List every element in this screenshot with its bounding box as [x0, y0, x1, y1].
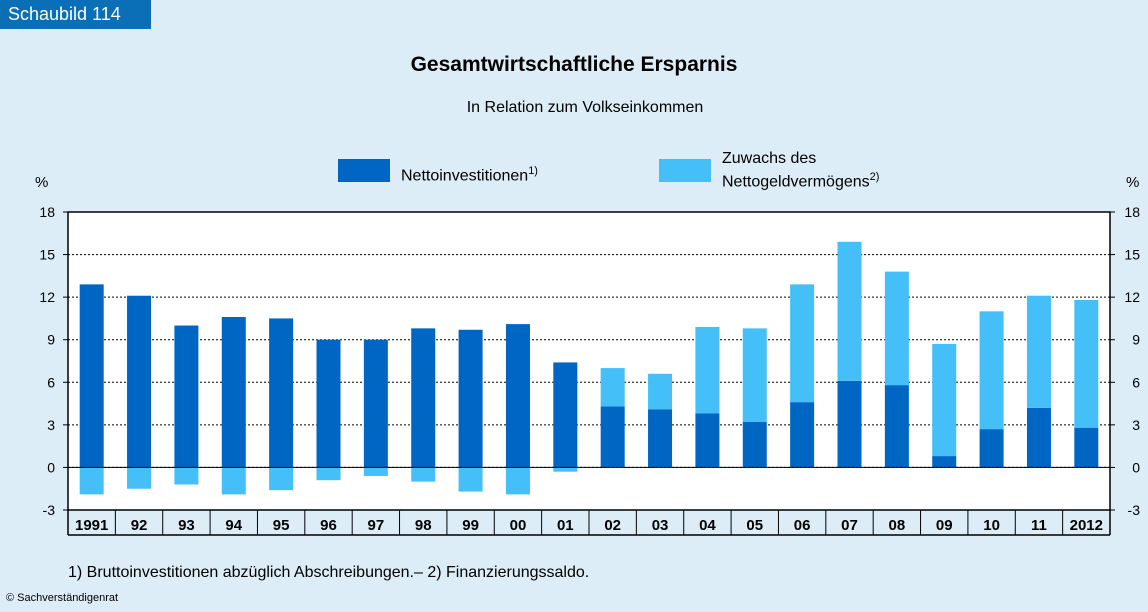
- bar-nettogeldvermoegen: [695, 326, 720, 414]
- bar-nettoinvestitionen: [1074, 427, 1099, 468]
- bar-nettogeldvermoegen: [837, 241, 862, 381]
- bar-nettogeldvermoegen: [316, 467, 341, 481]
- y-tick-label-right: 6: [1132, 374, 1140, 390]
- x-category-label: 08: [889, 517, 906, 534]
- legend-text-1: Nettoinvestitionen: [401, 167, 529, 185]
- x-category-label: 02: [604, 517, 621, 534]
- x-category-label: 05: [746, 517, 763, 534]
- bar-nettogeldvermoegen: [411, 467, 436, 482]
- figure-badge: Schaubild 114: [0, 0, 151, 29]
- x-category-label: 03: [652, 517, 669, 534]
- x-category-label: 11: [1031, 517, 1047, 534]
- bar-nettoinvestitionen: [884, 385, 909, 468]
- legend-text-2a: Zuwachs des: [722, 150, 817, 167]
- y-tick-label-left: 6: [47, 374, 55, 390]
- bar-nettoinvestitionen: [648, 409, 673, 468]
- legend-swatch-nettogeldvermoegen: [659, 159, 711, 182]
- bar-nettoinvestitionen: [742, 422, 767, 468]
- x-category-label: 06: [794, 517, 811, 534]
- bar-nettogeldvermoegen: [884, 271, 909, 386]
- chart-subtitle: In Relation zum Volkseinkommen: [466, 99, 704, 116]
- x-category-label: 01: [557, 517, 574, 534]
- y-tick-label-right: 18: [1124, 204, 1140, 220]
- x-category-label: 93: [178, 517, 195, 534]
- y-tick-label-right: 12: [1124, 289, 1140, 305]
- bar-nettogeldvermoegen: [1074, 299, 1099, 428]
- x-category-label: 00: [510, 517, 527, 534]
- x-category-label: 95: [273, 517, 290, 534]
- bar-nettoinvestitionen: [174, 325, 199, 468]
- legend-label-nettogeldvermoegen: Zuwachs des Nettogeldvermögens2): [722, 150, 879, 191]
- x-category-label: 1991: [75, 517, 108, 534]
- y-tick-label-left: 3: [47, 417, 55, 433]
- x-category-label: 98: [415, 517, 432, 534]
- bar-nettoinvestitionen: [979, 429, 1004, 468]
- bar-nettogeldvermoegen: [221, 467, 246, 495]
- x-category-label: 10: [983, 517, 1000, 534]
- chart-title: Gesamtwirtschaftliche Ersparnis: [410, 53, 738, 76]
- legend-swatch-nettoinvestitionen: [338, 159, 390, 182]
- bar-nettogeldvermoegen: [269, 467, 294, 491]
- bar-nettogeldvermoegen: [174, 467, 199, 485]
- legend-sup-2: 2): [869, 171, 880, 183]
- x-category-label: 94: [225, 517, 242, 534]
- bar-nettogeldvermoegen: [79, 467, 104, 495]
- bar-nettoinvestitionen: [553, 362, 578, 468]
- y-tick-label-right: -3: [1128, 502, 1141, 518]
- legend-text-2b: Nettogeldvermögens: [722, 173, 870, 191]
- bar-nettogeldvermoegen: [742, 328, 767, 423]
- y-tick-label-right: 15: [1124, 247, 1140, 263]
- bar-nettoinvestitionen: [221, 317, 246, 468]
- bar-nettoinvestitionen: [790, 402, 815, 468]
- y-tick-label-right: 9: [1132, 332, 1140, 348]
- bar-nettoinvestitionen: [127, 295, 152, 468]
- bar-nettoinvestitionen: [505, 324, 530, 468]
- x-category-label: 99: [462, 517, 479, 534]
- y-tick-label-left: -3: [43, 502, 56, 518]
- legend-sup-1: 1): [528, 165, 538, 177]
- bar-nettogeldvermoegen: [1026, 295, 1051, 408]
- y-unit-left: %: [35, 174, 49, 191]
- bar-nettoinvestitionen: [600, 406, 625, 468]
- bar-nettoinvestitionen: [363, 339, 388, 468]
- bar-nettogeldvermoegen: [790, 284, 815, 403]
- y-tick-label-right: 0: [1132, 459, 1140, 475]
- bar-nettoinvestitionen: [932, 456, 957, 468]
- bar-nettogeldvermoegen: [553, 467, 578, 472]
- bar-nettogeldvermoegen: [648, 373, 673, 410]
- x-category-label: 97: [368, 517, 385, 534]
- y-tick-label-right: 3: [1132, 417, 1140, 433]
- y-tick-label-left: 0: [47, 459, 55, 475]
- y-tick-label-left: 18: [39, 204, 55, 220]
- legend-label-nettoinvestitionen: Nettoinvestitionen1): [401, 162, 538, 185]
- bar-nettogeldvermoegen: [363, 467, 388, 476]
- x-category-label: 04: [699, 517, 716, 534]
- copyright: © Sachverständigenrat: [6, 592, 119, 604]
- x-category-label: 07: [841, 517, 858, 534]
- y-unit-right: %: [1126, 174, 1140, 191]
- bar-nettoinvestitionen: [316, 339, 341, 468]
- y-tick-label-left: 15: [39, 247, 55, 263]
- y-tick-label-left: 12: [39, 289, 55, 305]
- x-category-label: 92: [131, 517, 148, 534]
- bar-nettogeldvermoegen: [127, 467, 152, 489]
- bar-nettoinvestitionen: [458, 329, 483, 468]
- bar-nettoinvestitionen: [695, 413, 720, 468]
- x-category-label: 96: [320, 517, 337, 534]
- bar-nettoinvestitionen: [269, 318, 294, 468]
- y-tick-label-left: 9: [47, 332, 55, 348]
- bar-nettogeldvermoegen: [600, 368, 625, 407]
- bar-nettoinvestitionen: [1026, 407, 1051, 468]
- bar-nettoinvestitionen: [411, 328, 436, 468]
- bar-nettoinvestitionen: [79, 284, 104, 468]
- x-category-label: 09: [936, 517, 953, 534]
- bar-nettogeldvermoegen: [458, 467, 483, 492]
- x-category-label: 2012: [1070, 517, 1103, 534]
- bar-nettogeldvermoegen: [979, 311, 1004, 430]
- bar-nettogeldvermoegen: [932, 343, 957, 457]
- bar-nettogeldvermoegen: [505, 467, 530, 495]
- bar-nettoinvestitionen: [837, 380, 862, 468]
- footnote: 1) Bruttoinvestitionen abzüglich Abschre…: [68, 564, 590, 581]
